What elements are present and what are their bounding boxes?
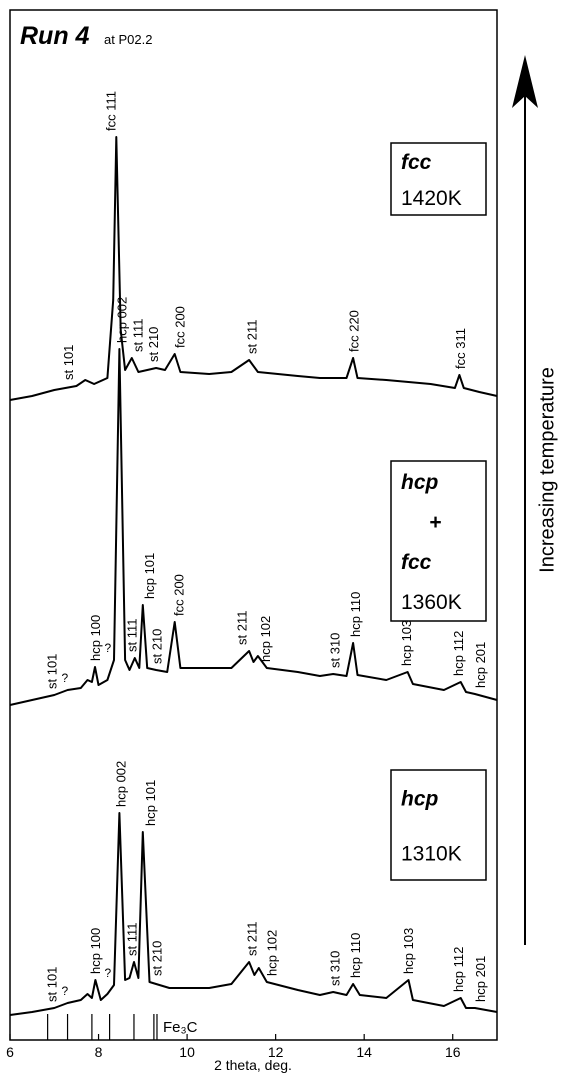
phase-box (390, 769, 487, 881)
phase-box (390, 142, 487, 216)
peak-label: st 210 (149, 629, 164, 664)
arrow-head (512, 55, 538, 108)
peak-label: st 111 (125, 923, 140, 956)
peak-label: st 111 (125, 619, 140, 652)
diffraction-pattern (9, 136, 498, 401)
peak-label: st 101 (44, 967, 59, 1002)
peak-label: ? (62, 984, 69, 998)
peak-label: st 310 (327, 633, 342, 668)
peak-label: hcp 201 (473, 642, 488, 688)
phase-label: hcp (401, 788, 439, 811)
peak-label: fcc 311 (453, 328, 468, 369)
peak-label: fcc 200 (171, 574, 186, 616)
peak-label: fcc 200 (172, 306, 187, 348)
peak-label: hcp 101 (142, 553, 157, 599)
peak-label: fcc 220 (346, 310, 361, 352)
chart-title: Run 4 (20, 22, 90, 50)
peak-label: st 210 (146, 327, 161, 362)
peak-label: hcp 102 (258, 616, 273, 662)
peak-label: hcp 201 (473, 956, 488, 1002)
peak-label: st 111 (130, 319, 145, 352)
peak-label: ? (104, 641, 111, 655)
phase-label: fcc (401, 151, 432, 174)
phase-label: fcc (401, 551, 432, 574)
plot-frame (9, 9, 498, 1041)
peak-label: st 211 (244, 922, 259, 956)
diffraction-pattern (9, 348, 498, 706)
peak-label: hcp 100 (88, 928, 103, 974)
side-label: Increasing temperature (536, 367, 558, 573)
peak-label: hcp 103 (401, 928, 416, 974)
peak-label: hcp 002 (114, 297, 129, 343)
peak-label: hcp 112 (451, 947, 466, 992)
phase-label: + (429, 511, 441, 534)
peak-label: st 211 (244, 320, 259, 354)
peak-label: st 210 (149, 941, 164, 976)
peak-label: ? (104, 966, 111, 980)
x-tick-label: 8 (95, 1044, 103, 1060)
temperature-label: 1310K (401, 843, 462, 866)
peak-label: st 101 (44, 654, 59, 689)
peak-label: hcp 100 (88, 615, 103, 661)
peak-label: hcp 002 (113, 761, 128, 807)
phase-label: hcp (401, 471, 439, 494)
diffraction-pattern (9, 812, 498, 1016)
peak-label: st 310 (327, 951, 342, 986)
peak-label: fcc 111 (103, 91, 118, 131)
x-tick-label: 12 (268, 1044, 284, 1060)
temperature-label: 1420K (401, 187, 462, 210)
temperature-label: 1360K (401, 591, 462, 614)
phase-box (390, 460, 487, 622)
x-tick-label: 16 (445, 1044, 461, 1060)
peak-label: hcp 101 (143, 780, 158, 826)
peak-label: ? (62, 671, 69, 685)
x-tick-label: 6 (6, 1044, 14, 1060)
peak-label: hcp 110 (348, 592, 363, 637)
x-tick-label: 14 (356, 1044, 372, 1060)
peak-label: hcp 110 (348, 933, 363, 978)
chart-subtitle: at P02.2 (104, 32, 152, 47)
reference-label: Fe₃C (163, 1019, 198, 1036)
x-tick-label: 10 (179, 1044, 195, 1060)
peak-label: hcp 102 (264, 930, 279, 976)
peak-label: hcp 103 (399, 620, 414, 666)
peak-label: st 211 (234, 611, 249, 645)
x-axis-label: 2 theta, deg. (214, 1057, 292, 1073)
peak-label: hcp 112 (451, 631, 466, 676)
peak-label: st 101 (61, 345, 76, 380)
